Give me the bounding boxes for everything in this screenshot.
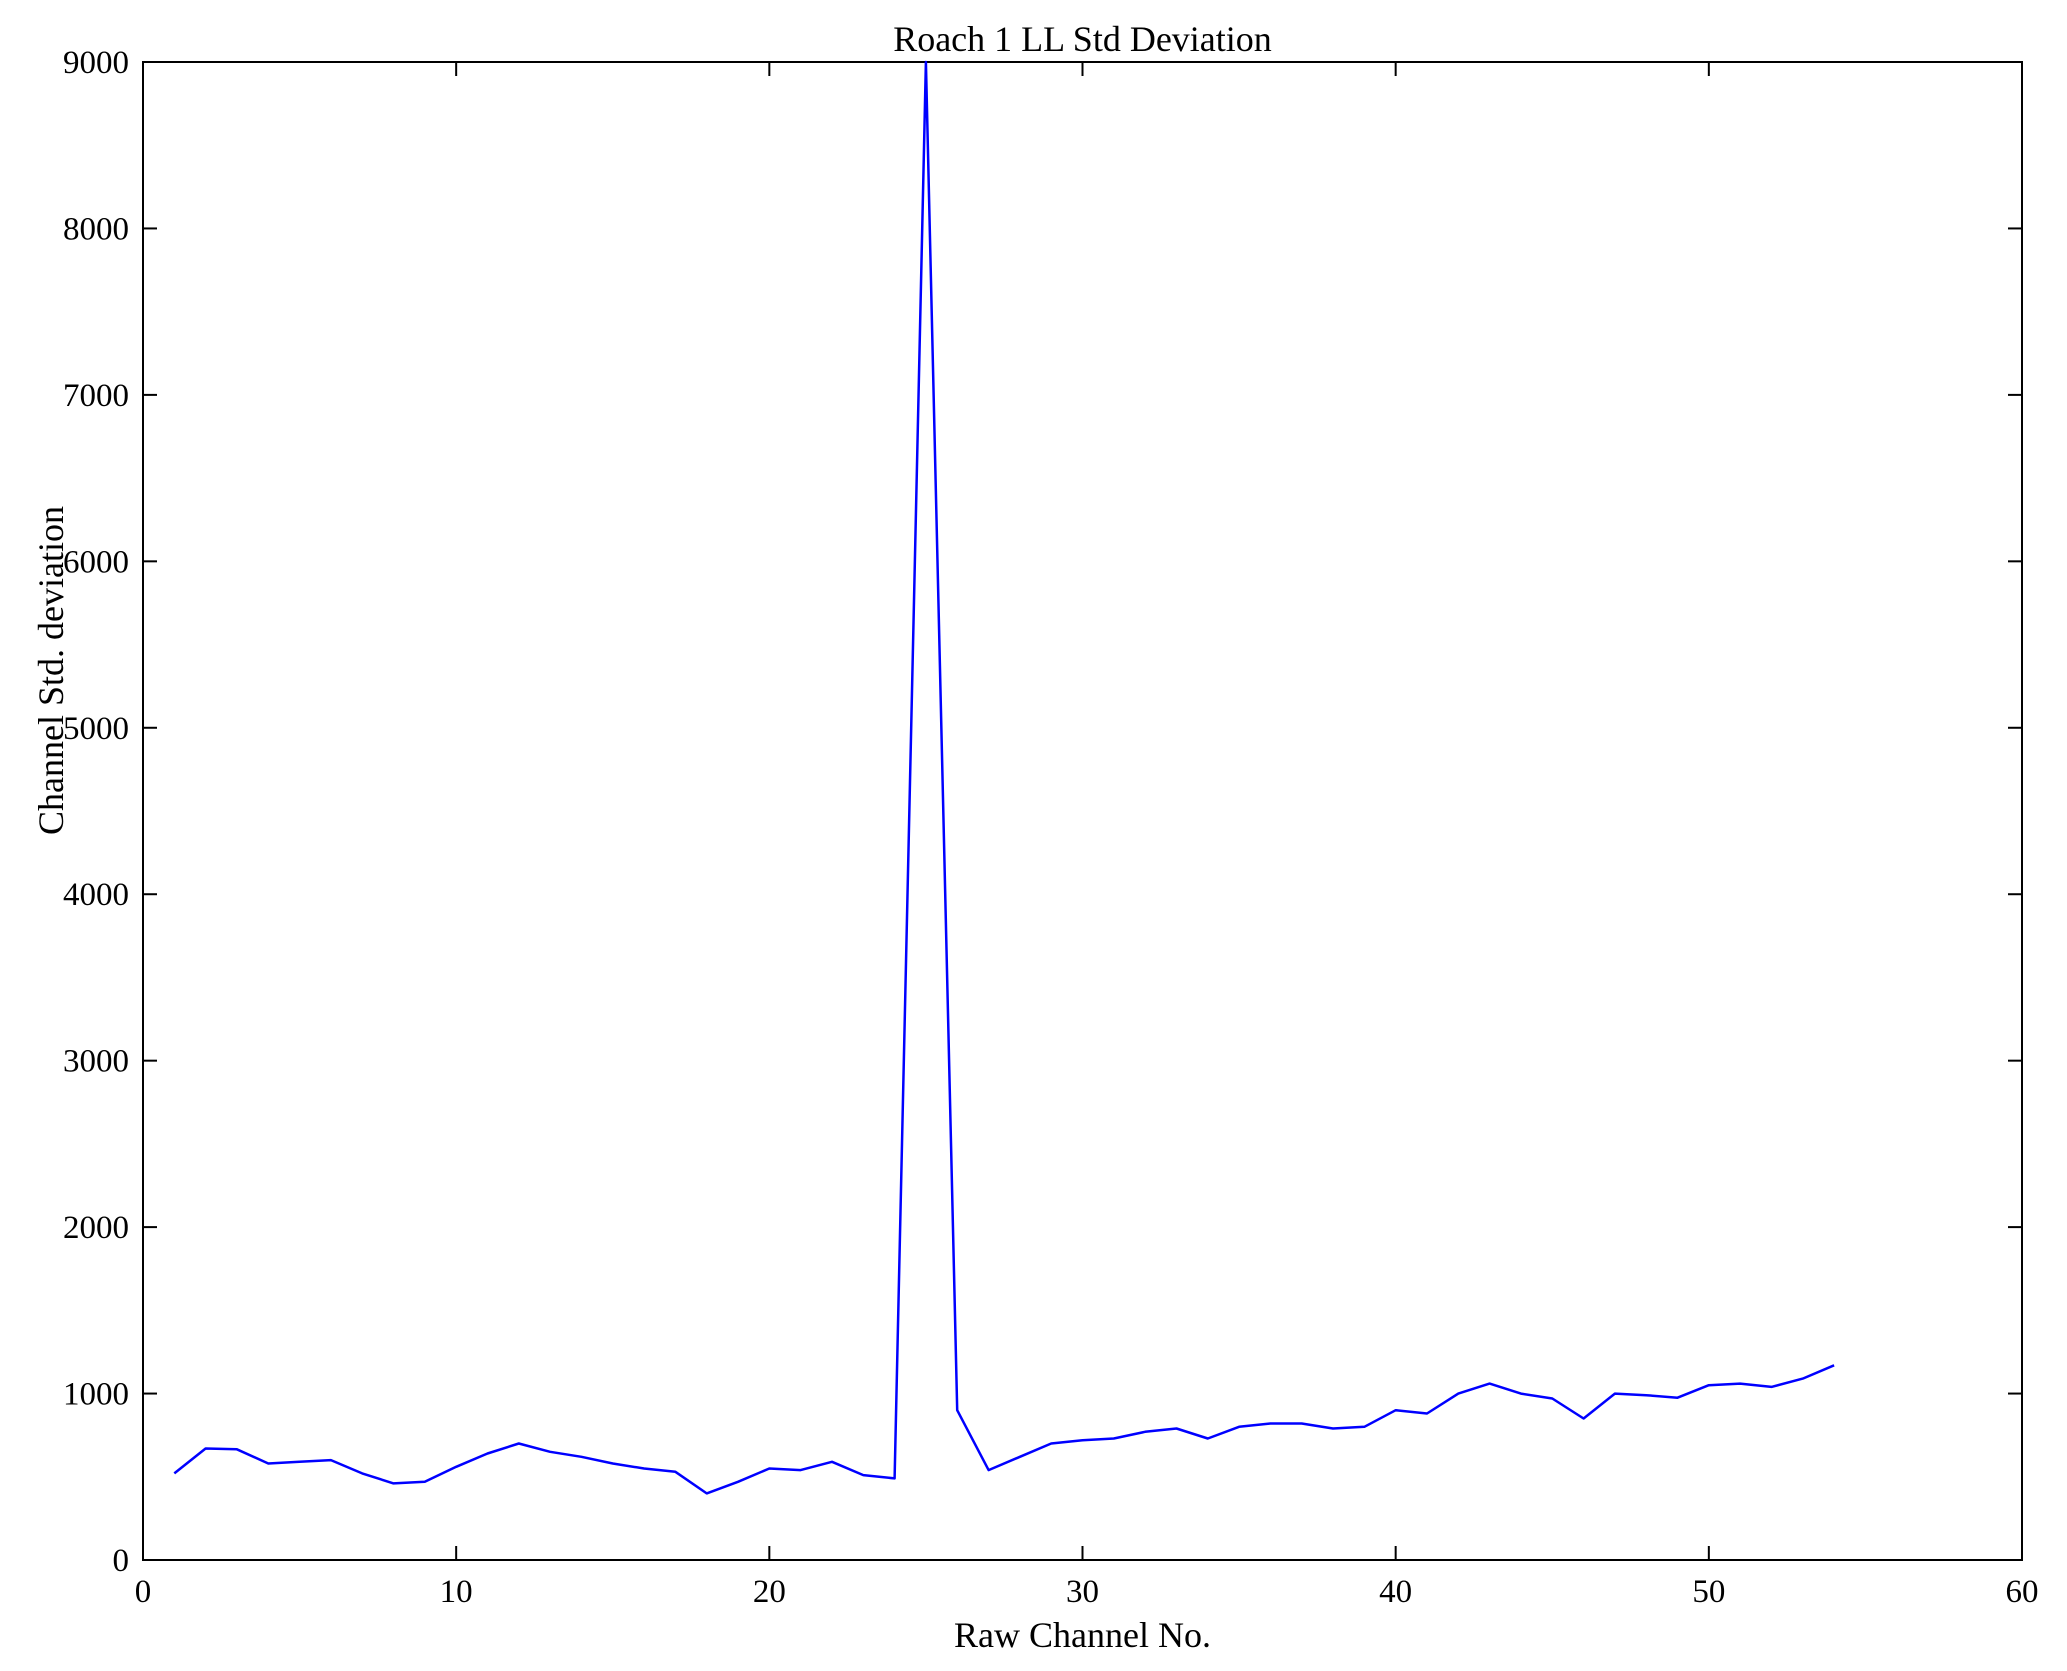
y-tick-label: 8000 (63, 211, 129, 247)
x-tick-label: 0 (135, 1574, 152, 1610)
axes-frame (142, 61, 2023, 1561)
data-series-line (173, 60, 1835, 1495)
x-tick-label: 20 (753, 1574, 786, 1610)
y-tick-label: 9000 (63, 45, 129, 81)
x-tick-label: 10 (440, 1574, 473, 1610)
y-tick-label: 0 (113, 1543, 130, 1579)
x-tick-label: 60 (2006, 1574, 2039, 1610)
y-tick-label: 5000 (63, 711, 129, 747)
x-axis-label: Raw Channel No. (954, 1615, 1211, 1655)
y-tick-label: 6000 (63, 544, 129, 580)
chart-title: Roach 1 LL Std Deviation (893, 19, 1272, 59)
y-tick-label: 4000 (63, 877, 129, 913)
x-tick-label: 50 (1692, 1574, 1725, 1610)
x-tick-label: 40 (1379, 1574, 1412, 1610)
y-tick-label: 7000 (63, 378, 129, 414)
x-tick-label: 30 (1066, 1574, 1099, 1610)
y-tick-label: 3000 (63, 1044, 129, 1080)
y-tick-label: 2000 (63, 1210, 129, 1246)
y-tick-label: 1000 (63, 1377, 129, 1413)
